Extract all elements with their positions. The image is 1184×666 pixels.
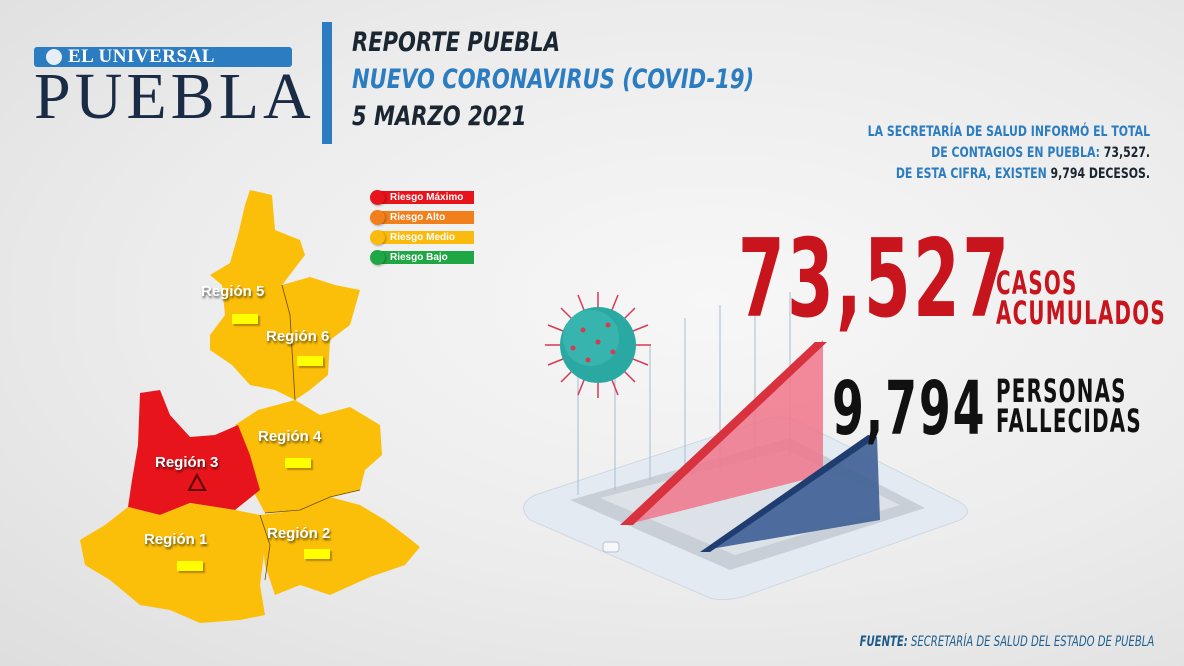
legend-item-max: Riesgo Máximo <box>370 190 474 205</box>
title-line-covid: NUEVO CORONAVIRUS (COVID-19) <box>352 64 755 95</box>
risk-legend: Riesgo Máximo Riesgo Alto Riesgo Medio R… <box>370 190 474 270</box>
title-line-date: 5 MARZO 2021 <box>352 101 527 132</box>
report-title: REPORTE PUEBLA NUEVO CORONAVIRUS (COVID-… <box>352 24 754 135</box>
region-1-risk-marker <box>177 561 203 571</box>
region-5-risk-marker <box>232 314 258 324</box>
logo-top-text: EL UNIVERSAL <box>68 46 215 67</box>
source-credit: FUENTE: SECRETARÍA DE SALUD DEL ESTADO D… <box>859 634 1154 650</box>
title-line-report: REPORTE PUEBLA <box>352 27 560 58</box>
tablet-illustration <box>523 292 968 601</box>
risk-dot-green-icon <box>370 250 385 265</box>
coronavirus-icon <box>545 292 651 398</box>
tablet-chart-illustration <box>505 280 975 601</box>
region-4-risk-marker <box>285 458 311 468</box>
region-3-label: Región 3 <box>155 454 219 471</box>
cases-total-value: 73,527 <box>738 217 1012 342</box>
legend-item-high: Riesgo Alto <box>370 210 474 225</box>
legend-label: Riesgo Bajo <box>376 251 474 264</box>
summary-deaths-value: 9,794 DECESOS. <box>1050 166 1150 182</box>
region-5-label: Región 5 <box>201 283 265 300</box>
summary-line-1: LA SECRETARÍA DE SALUD INFORMÓ EL TOTAL <box>867 124 1150 140</box>
deaths-total-value: 9,794 <box>832 366 987 452</box>
eagle-emblem-icon <box>46 49 62 65</box>
logo-puebla: PUEBLA <box>34 60 315 133</box>
puebla-region-map: Región 5 Región 6 Región 4 Región 3 Regi… <box>60 185 430 625</box>
summary-cases-value: 73,527. <box>1103 145 1150 161</box>
region-6-label: Región 6 <box>266 328 330 345</box>
legend-label: Riesgo Alto <box>376 211 474 224</box>
risk-dot-orange-icon <box>370 210 385 225</box>
region-6-risk-marker <box>297 356 323 366</box>
source-text: SECRETARÍA DE SALUD DEL ESTADO DE PUEBLA <box>907 634 1154 650</box>
title-accent-bar <box>322 22 332 144</box>
risk-dot-red-icon <box>370 190 385 205</box>
region-4-label: Región 4 <box>258 428 322 445</box>
region-2-risk-marker <box>304 549 330 559</box>
legend-item-low: Riesgo Bajo <box>370 250 474 265</box>
region-2-label: Región 2 <box>267 525 331 542</box>
legend-label: Riesgo Medio <box>376 231 474 244</box>
deaths-label: PERSONAS FALLECIDAS <box>996 372 1142 440</box>
legend-item-medium: Riesgo Medio <box>370 230 474 245</box>
region-1-label: Región 1 <box>144 531 208 548</box>
legend-label: Riesgo Máximo <box>376 191 474 204</box>
cases-label: CASOS ACUMULADOS <box>996 264 1166 332</box>
summary-text: LA SECRETARÍA DE SALUD INFORMÓ EL TOTAL … <box>868 122 1150 185</box>
logo-el-universal-band: EL UNIVERSAL <box>34 47 292 67</box>
map-shape <box>80 190 420 623</box>
warning-triangle-icon <box>187 472 207 491</box>
source-prefix: FUENTE: <box>859 634 908 650</box>
risk-dot-yellow-icon <box>370 230 385 245</box>
summary-line-3: DE ESTA CIFRA, EXISTEN 9,794 DECESOS. <box>895 166 1150 182</box>
summary-line-2: DE CONTAGIOS EN PUEBLA: 73,527. <box>931 145 1150 161</box>
